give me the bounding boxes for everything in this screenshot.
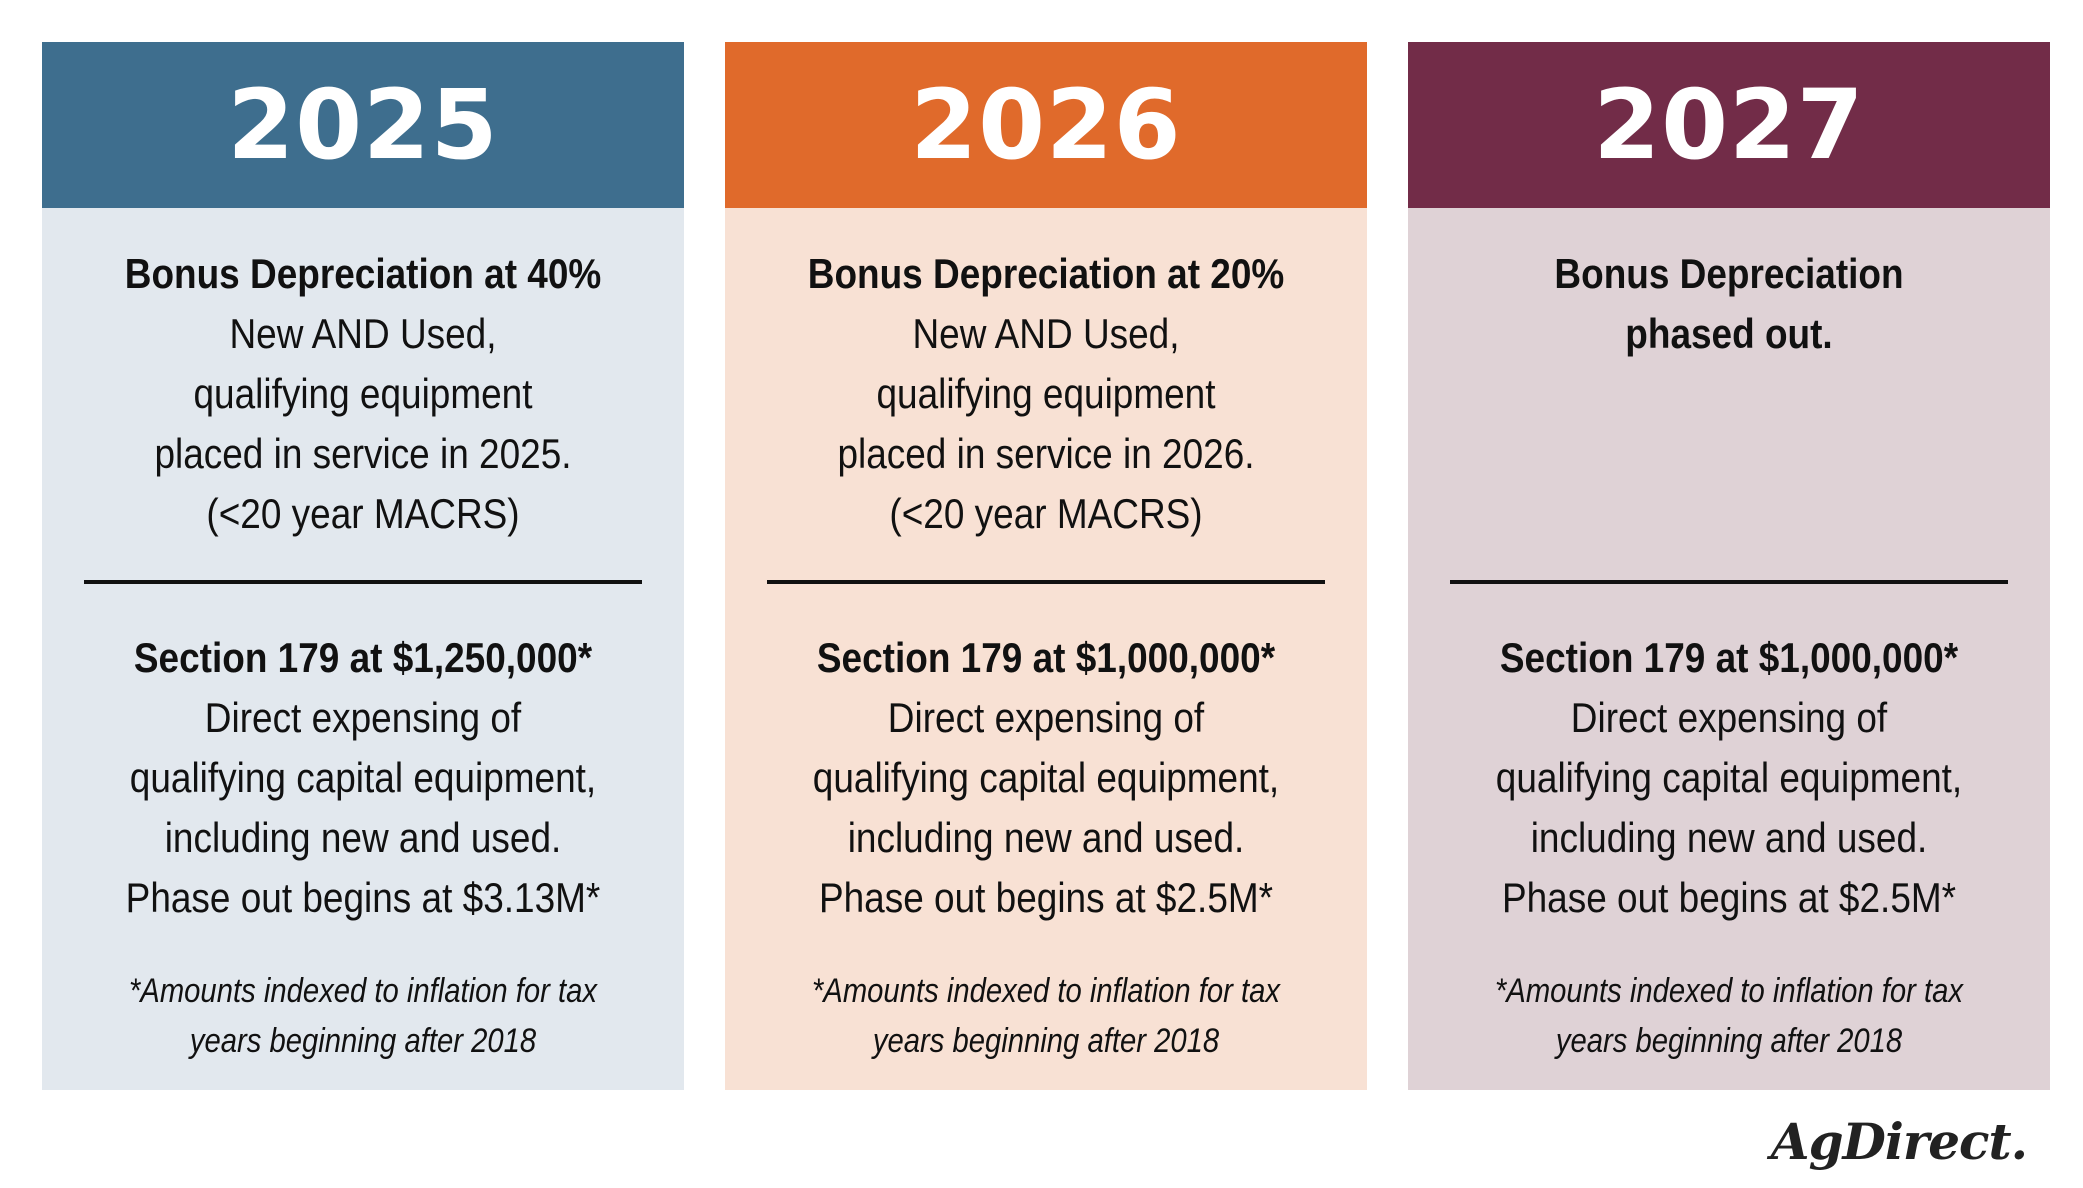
bonus-depreciation-heading: Bonus Depreciation at 40% — [124, 250, 602, 297]
section-line: qualifying capital equipment, — [812, 754, 1280, 801]
card-header-2027: 2027 — [1408, 42, 2050, 208]
section-179-block: Section 179 at $1,000,000* Direct expens… — [1447, 628, 2012, 928]
section-line: Phase out begins at $2.5M* — [818, 874, 1274, 921]
footnote-line: years beginning after 2018 — [189, 1022, 537, 1060]
section-line: including new and used. — [1530, 814, 1928, 861]
footnote-line: years beginning after 2018 — [1555, 1022, 1903, 1060]
footnote-line: *Amounts indexed to inflation for tax — [811, 972, 1281, 1010]
section-179-heading: Section 179 at $1,000,000* — [1499, 634, 1959, 681]
bonus-line: New AND Used, — [229, 310, 497, 357]
bonus-depreciation-block: Bonus Depreciation at 40% New AND Used, … — [81, 244, 646, 544]
bonus-line: (<20 year MACRS) — [889, 490, 1203, 537]
year-label: 2027 — [1593, 69, 1865, 181]
card-2026: 2026 Bonus Depreciation at 20% New AND U… — [725, 42, 1367, 1090]
section-line: qualifying capital equipment, — [1495, 754, 1963, 801]
year-label: 2025 — [227, 69, 499, 181]
footnote-line: *Amounts indexed to inflation for tax — [128, 972, 598, 1010]
divider — [1450, 580, 2008, 584]
section-179-block: Section 179 at $1,250,000* Direct expens… — [81, 628, 646, 928]
bonus-line: New AND Used, — [912, 310, 1180, 357]
card-body-2027: Bonus Depreciation phased out. Section 1… — [1408, 208, 2050, 1090]
divider — [84, 580, 642, 584]
bonus-depreciation-heading: Bonus Depreciation at 20% — [807, 250, 1285, 297]
footnote: *Amounts indexed to inflation for tax ye… — [87, 966, 639, 1066]
section-179-block: Section 179 at $1,000,000* Direct expens… — [764, 628, 1329, 928]
bonus-line: qualifying equipment — [193, 370, 533, 417]
year-label: 2026 — [910, 69, 1182, 181]
card-body-2026: Bonus Depreciation at 20% New AND Used, … — [725, 208, 1367, 1090]
footnote-line: years beginning after 2018 — [872, 1022, 1220, 1060]
bonus-line: qualifying equipment — [876, 370, 1216, 417]
section-179-heading: Section 179 at $1,250,000* — [133, 634, 593, 681]
section-line: Direct expensing of — [204, 694, 522, 741]
section-line: qualifying capital equipment, — [129, 754, 597, 801]
section-line: Phase out begins at $2.5M* — [1501, 874, 1957, 921]
footnote: *Amounts indexed to inflation for tax ye… — [1453, 966, 2005, 1066]
section-line: including new and used. — [847, 814, 1245, 861]
divider — [767, 580, 1325, 584]
bonus-line: (<20 year MACRS) — [206, 490, 520, 537]
bonus-depreciation-block: Bonus Depreciation phased out. — [1447, 244, 2012, 364]
card-2025: 2025 Bonus Depreciation at 40% New AND U… — [42, 42, 684, 1090]
card-body-2025: Bonus Depreciation at 40% New AND Used, … — [42, 208, 684, 1090]
bonus-depreciation-heading: Bonus Depreciation — [1554, 250, 1904, 297]
card-header-2025: 2025 — [42, 42, 684, 208]
bonus-line: placed in service in 2025. — [154, 430, 572, 477]
card-header-2026: 2026 — [725, 42, 1367, 208]
agdirect-logo: AgDirect. — [1770, 1112, 2028, 1171]
section-line: Direct expensing of — [1570, 694, 1888, 741]
footnote-line: *Amounts indexed to inflation for tax — [1494, 972, 1964, 1010]
section-line: Direct expensing of — [887, 694, 1205, 741]
section-line: including new and used. — [164, 814, 562, 861]
card-2027: 2027 Bonus Depreciation phased out. Sect… — [1408, 42, 2050, 1090]
bonus-depreciation-heading: phased out. — [1625, 310, 1833, 357]
section-line: Phase out begins at $3.13M* — [125, 874, 601, 921]
footnote: *Amounts indexed to inflation for tax ye… — [770, 966, 1322, 1066]
bonus-line: placed in service in 2026. — [837, 430, 1255, 477]
bonus-depreciation-block: Bonus Depreciation at 20% New AND Used, … — [764, 244, 1329, 544]
section-179-heading: Section 179 at $1,000,000* — [816, 634, 1276, 681]
